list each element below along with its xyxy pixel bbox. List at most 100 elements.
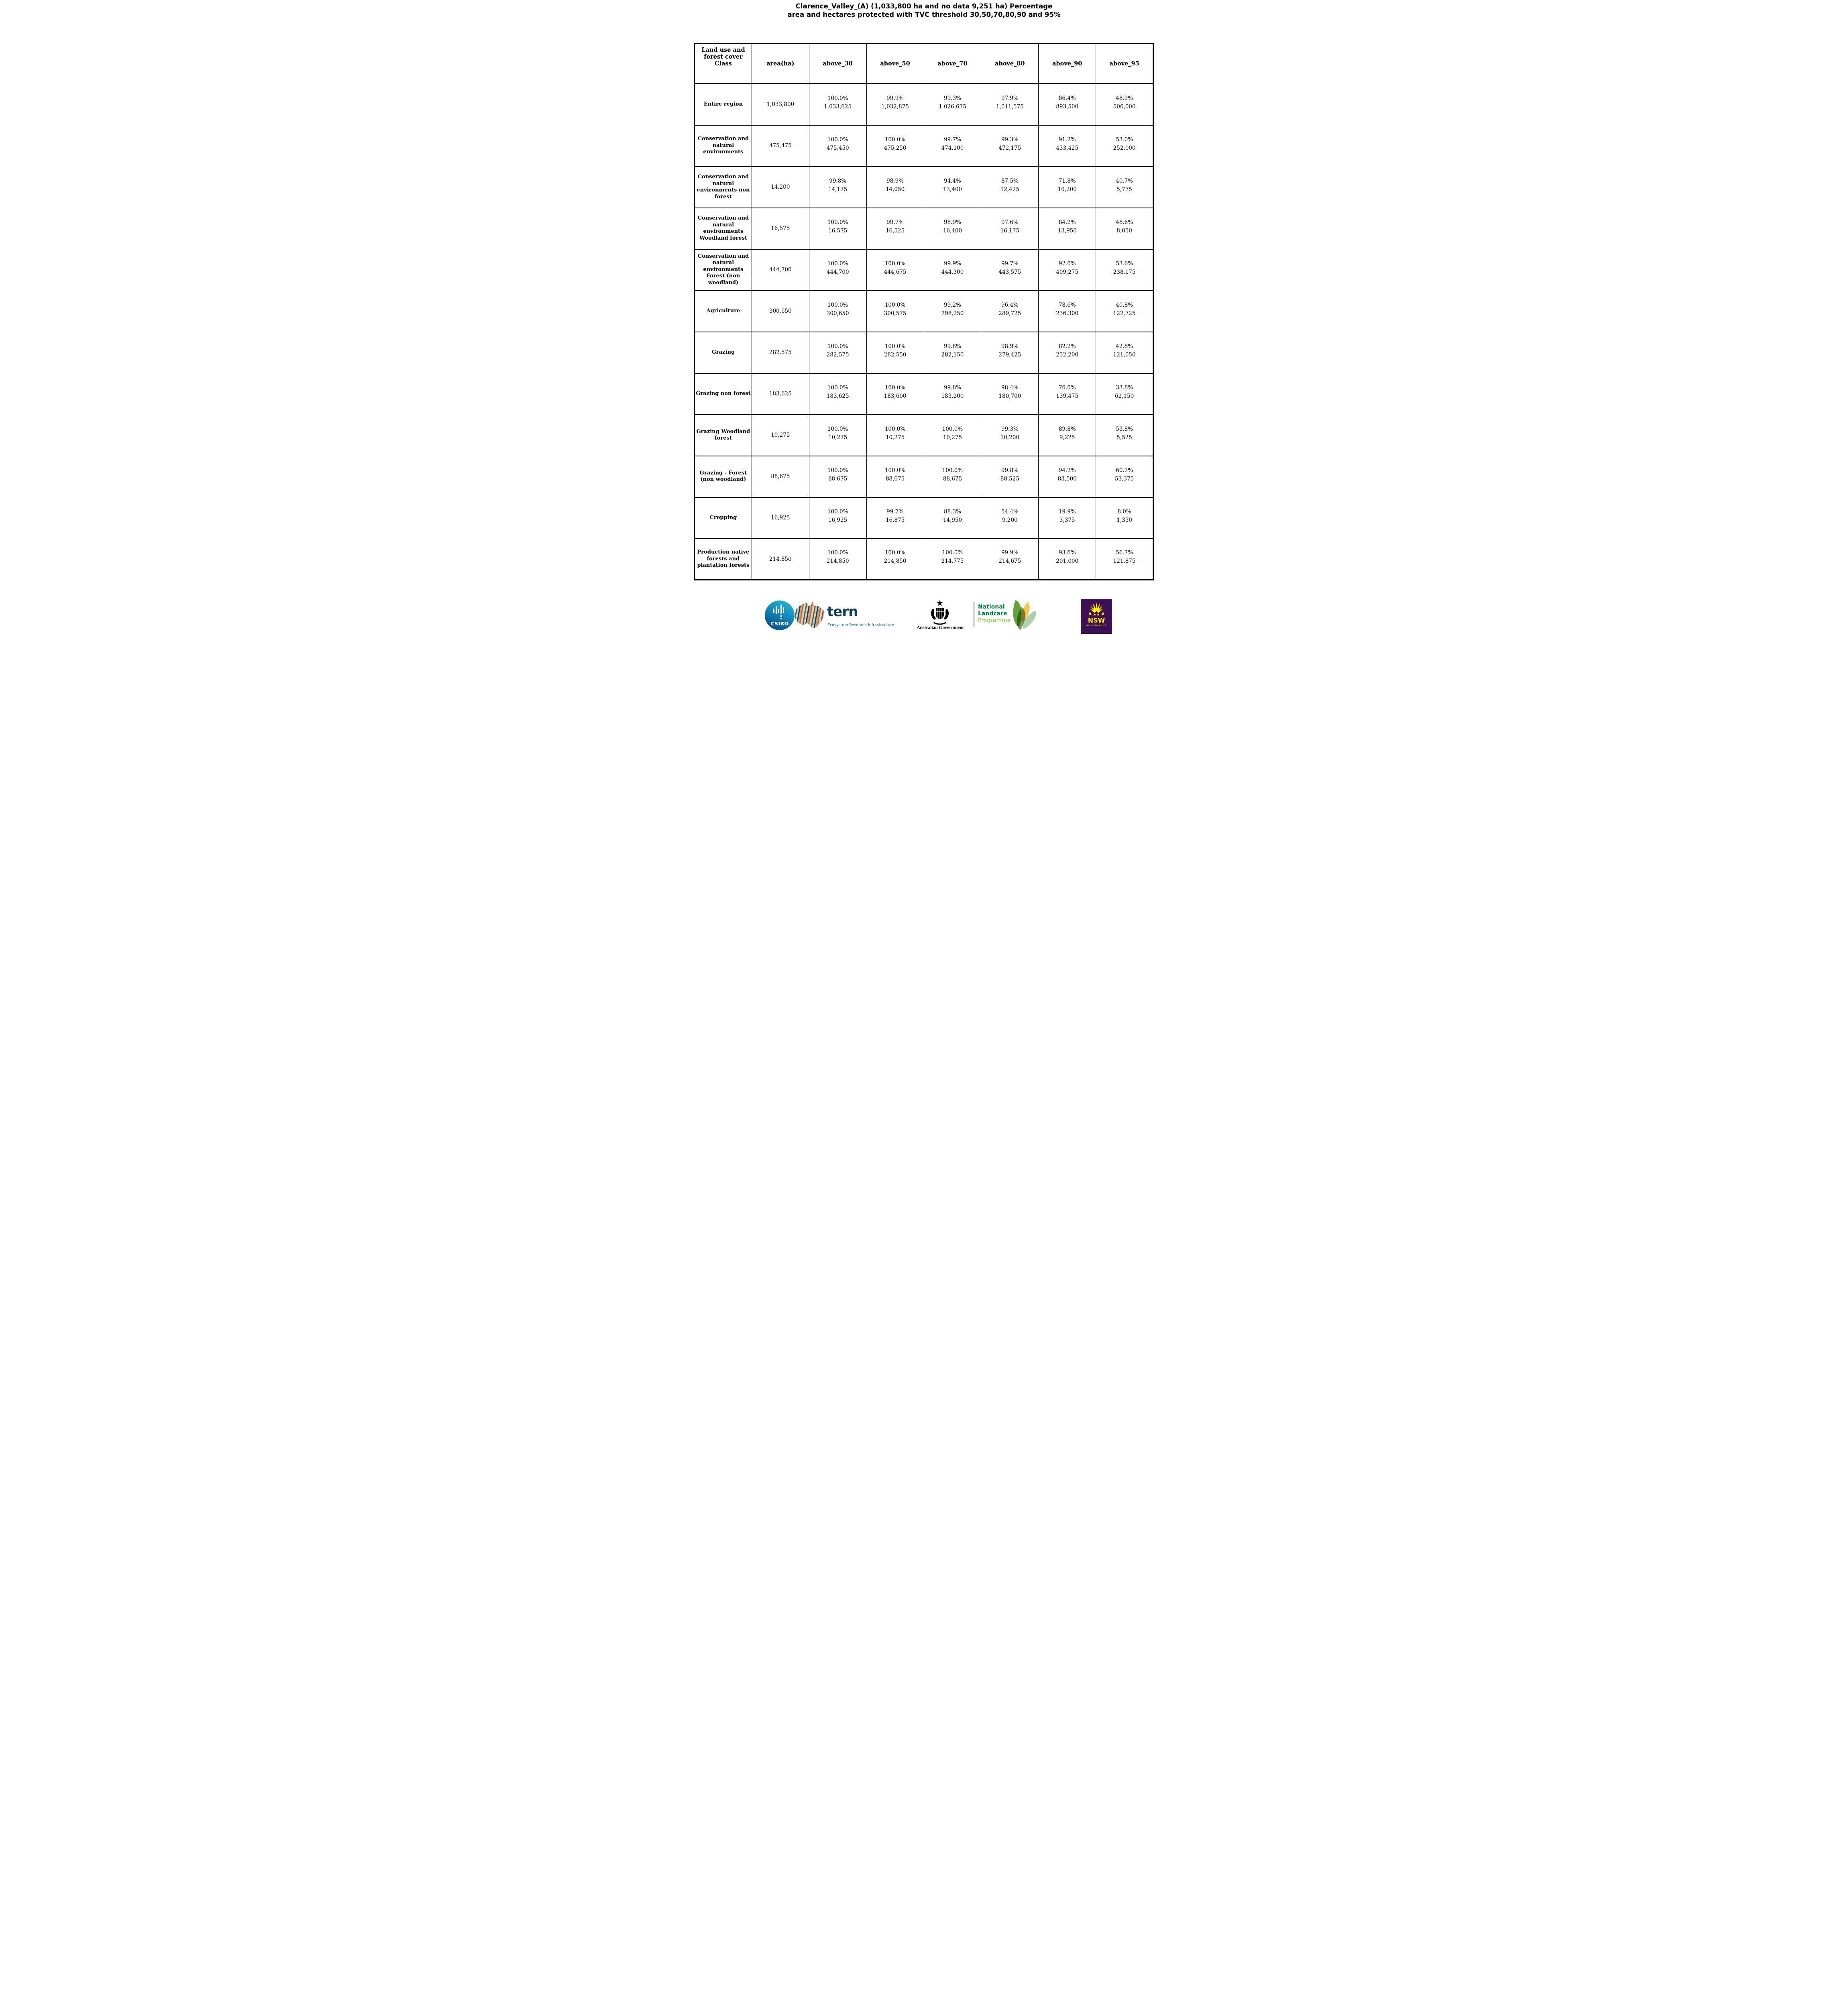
percent-value: 48.6% [1116,219,1133,226]
hectares-value: 238,175 [1113,269,1136,275]
threshold-cell-block: 89.8% 9,225 [1039,426,1096,441]
percent-value: 100.0% [884,425,906,432]
threshold-cell: 100.0% 214,850 [809,538,867,580]
threshold-cell-block: 99.8% 88,525 [981,467,1038,482]
hectares-value: 16,875 [885,517,905,523]
col-header-above-80: above_80 [981,43,1039,84]
hectares-value: 16,925 [828,517,848,523]
table-row: Grazing Woodland forest 10,275 100.0% 10,27… [694,414,1153,456]
hectares-value: 474,100 [941,145,964,151]
percent-value: 53.6% [1116,260,1133,267]
threshold-cell-block: 84.2% 13,950 [1039,219,1096,234]
row-label: Grazing Woodland forest [694,414,752,456]
threshold-cell: 54.4% 9,200 [981,497,1039,539]
hectares-value: 298,250 [941,310,964,317]
threshold-cell-block: 100.0% 88,675 [924,467,981,482]
percent-value: 100.0% [827,467,848,474]
threshold-cell: 42.8% 121,050 [1096,331,1153,373]
hectares-value: 16,525 [885,227,905,234]
hectares-value: 13,950 [1057,227,1077,234]
threshold-cell-block: 87.5% 12,425 [981,178,1038,193]
percent-value: 76.0% [1058,384,1076,391]
threshold-cell: 89.8% 9,225 [1038,414,1096,456]
hectares-value: 433,425 [1056,145,1079,151]
threshold-cell: 91.2% 433,425 [1038,124,1096,167]
threshold-cell-block: 97.9% 1,011,575 [981,95,1038,110]
hectares-value: 8,050 [1117,227,1132,234]
hectares-value: 14,175 [828,186,848,193]
percent-value: 100.0% [827,260,848,267]
row-label: Agriculture [694,290,752,332]
area-ha-value: 183,625 [751,372,809,415]
percent-value: 99.7% [886,508,904,515]
percent-value: 100.0% [827,136,848,143]
threshold-cell-block: 100.0% 183,625 [809,385,866,399]
percent-value: 99.9% [943,260,961,267]
hectares-value: 183,625 [826,393,849,399]
threshold-cell-block: 19.9% 3,375 [1039,509,1096,523]
threshold-cell-block: 53.6% 238,175 [1096,261,1153,275]
col-header-above-70: above_70 [923,43,981,84]
hectares-value: 122,725 [1113,310,1136,317]
threshold-cell: 60.2% 53,375 [1096,455,1153,497]
hectares-value: 5,775 [1117,186,1132,193]
national-landcare-programme-label: National Landcare Programme [978,604,1011,624]
hectares-value: 282,575 [826,351,849,358]
table-row: Conservation and natural environments no… [694,166,1153,208]
threshold-cell-block: 100.0% 214,850 [867,550,924,564]
threshold-cell: 19.9% 3,375 [1038,497,1096,539]
threshold-cell: 100.0% 183,600 [866,372,924,415]
csiro-wordmark: CSIRO [770,621,789,627]
row-label: Conservation and natural environments no… [694,166,752,208]
threshold-cell-block: 76.0% 139,475 [1039,385,1096,399]
area-ha-value: 444,700 [751,248,809,291]
threshold-cell: 99.8% 88,525 [981,455,1039,497]
row-label: Grazing - Forest (non woodland) [694,455,752,497]
threshold-cell-block: 100.0% 16,925 [809,509,866,523]
threshold-cell-block: 100.0% 183,600 [867,385,924,399]
percent-value: 56.7% [1116,550,1133,556]
threshold-cell-block: 100.0% 475,450 [809,136,866,151]
percent-value: 92.0% [1058,260,1076,267]
area-ha-value: 16,925 [751,497,809,539]
threshold-cell-block: 42.8% 121,050 [1096,343,1153,358]
threshold-cell-block: 100.0% 10,275 [809,426,866,441]
threshold-cell: 99.7% 474,100 [923,124,981,167]
threshold-cell: 76.0% 139,475 [1038,372,1096,415]
threshold-cell: 98.4% 180,700 [981,372,1039,415]
percent-value: 71.8% [1058,177,1076,184]
threshold-cell: 99.3% 472,175 [981,124,1039,167]
percent-value: 40.8% [1116,301,1133,308]
threshold-cell-block: 78.6% 236,300 [1039,302,1096,317]
row-label: Conservation and natural environments Fo… [694,248,752,291]
hectares-value: 214,775 [941,558,964,565]
col-header-landuse-class: Land use and forest cover Class [694,43,752,84]
hectares-value: 16,575 [828,227,848,234]
landcare-line1: National [978,604,1005,610]
col-header-above-95: above_95 [1096,43,1153,84]
nsw-waratah-icon [1089,602,1104,616]
table-row: Conservation and natural environments 475… [694,124,1153,167]
threshold-cell-block: 40.7% 5,775 [1096,178,1153,193]
threshold-cell: 99.7% 443,575 [981,248,1039,291]
threshold-cell-block: 99.7% 16,525 [867,219,924,234]
threshold-cell: 100.0% 444,700 [809,248,867,291]
area-ha-value: 16,575 [751,207,809,249]
threshold-cell: 97.9% 1,011,575 [981,83,1039,125]
row-label: Production native forests and plantation… [694,538,752,580]
australian-government-label: Australian Government [917,625,964,630]
hectares-value: 121,875 [1113,558,1136,565]
threshold-cell-block: 88.3% 14,950 [924,509,981,523]
threshold-cell-block: 91.2% 433,425 [1039,136,1096,151]
threshold-cell-block: 99.7% 474,100 [924,136,981,151]
hectares-value: 214,850 [884,558,907,565]
threshold-cell: 100.0% 475,250 [866,124,924,167]
threshold-cell-block: 98.9% 16,400 [924,219,981,234]
threshold-cell: 100.0% 282,575 [809,331,867,373]
threshold-cell: 78.6% 236,300 [1038,290,1096,332]
percent-value: 97.9% [1001,95,1019,102]
report-page: Clarence_Valley_(A) (1,033,800 ha and no… [693,0,1155,634]
threshold-cell: 99.7% 16,875 [866,497,924,539]
threshold-cell-block: 99.9% 444,300 [924,261,981,275]
threshold-cell: 99.3% 1,026,675 [923,83,981,125]
